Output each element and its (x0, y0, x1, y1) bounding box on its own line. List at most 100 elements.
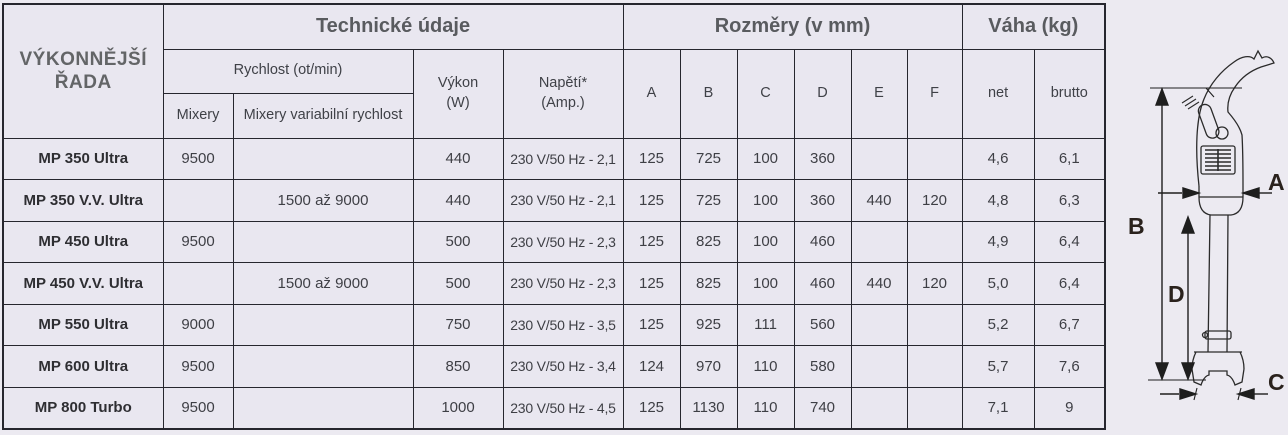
col-voltage-line2: (Amp.) (541, 94, 585, 111)
dimension-c-arrow (1160, 387, 1268, 401)
cell-weight-brutto: 6,1 (1033, 137, 1106, 180)
col-dim-c: C (736, 48, 795, 139)
col-voltage: Napětí* (Amp.) (502, 48, 624, 139)
cell-voltage: 230 V/50 Hz - 2,3 (502, 262, 624, 305)
cell-dim-e: 440 (850, 262, 908, 305)
cell-dim-e (850, 345, 908, 388)
cell-variable-speed: 1500 až 9000 (232, 262, 414, 305)
cell-power: 850 (412, 345, 504, 388)
cell-variable-speed (232, 303, 414, 346)
col-dim-d: D (793, 48, 852, 139)
col-dim-b: B (679, 48, 738, 139)
cell-dim-f: 120 (906, 179, 963, 222)
cell-power: 1000 (412, 386, 504, 429)
col-voltage-line1: Napětí* (538, 74, 588, 91)
product-diagram: B D A C (1128, 49, 1285, 401)
header-group-row: VÝKONNĚJŠÍ ŘADA Technické údaje Rozměry … (2, 3, 1106, 139)
cell-mixery: 9500 (162, 345, 234, 388)
cell-dim-b: 925 (679, 303, 738, 346)
cell-power: 500 (412, 220, 504, 263)
cell-dim-b: 825 (679, 262, 738, 305)
cell-dim-d: 360 (793, 137, 852, 180)
blender-illustration (1181, 49, 1275, 386)
table-row: MP 600 Ultra 9500 850 230 V/50 Hz - 3,4 … (2, 345, 1106, 388)
dimension-b-arrow (1154, 87, 1170, 381)
dimension-lines (1148, 87, 1272, 401)
cell-dim-a: 125 (622, 220, 681, 263)
cell-model: MP 550 Ultra (2, 303, 164, 346)
cell-dim-d: 360 (793, 179, 852, 222)
cell-mixery (162, 179, 234, 222)
dimension-a-arrow (1158, 187, 1272, 199)
cell-weight-brutto: 7,6 (1033, 345, 1106, 388)
cell-power: 750 (412, 303, 504, 346)
col-power-line2: (W) (446, 94, 470, 111)
cell-dim-a: 125 (622, 137, 681, 180)
cell-power: 440 (412, 179, 504, 222)
cell-dim-f (906, 345, 963, 388)
cell-voltage: 230 V/50 Hz - 4,5 (502, 386, 624, 429)
table-body: MP 350 Ultra 9500 440 230 V/50 Hz - 2,1 … (2, 137, 1106, 429)
table-row: MP 350 V.V. Ultra 1500 až 9000 440 230 V… (2, 179, 1106, 222)
cell-power: 500 (412, 262, 504, 305)
group-technical-data: Technické údaje (162, 3, 624, 50)
cell-dim-c: 100 (736, 220, 795, 263)
cell-dim-a: 125 (622, 386, 681, 429)
cell-model: MP 450 Ultra (2, 220, 164, 263)
cell-dim-c: 100 (736, 262, 795, 305)
cell-variable-speed: 1500 až 9000 (232, 179, 414, 222)
table-header: VÝKONNĚJŠÍ ŘADA Technické údaje Rozměry … (2, 3, 1106, 139)
col-dim-f: F (906, 48, 963, 139)
cell-dim-d: 460 (793, 262, 852, 305)
cell-variable-speed (232, 386, 414, 429)
cell-weight-brutto: 6,7 (1033, 303, 1106, 346)
cell-dim-b: 1130 (679, 386, 738, 429)
col-power: Výkon (W) (412, 48, 504, 139)
table-row: MP 450 Ultra 9500 500 230 V/50 Hz - 2,3 … (2, 220, 1106, 263)
cell-voltage: 230 V/50 Hz - 3,4 (502, 345, 624, 388)
series-title-line2: ŘADA (54, 72, 112, 94)
cell-dim-c: 111 (736, 303, 795, 346)
cell-dim-f (906, 386, 963, 429)
cell-mixery: 9500 (162, 137, 234, 180)
cell-dim-e (850, 220, 908, 263)
col-power-line1: Výkon (437, 74, 479, 91)
cell-dim-a: 124 (622, 345, 681, 388)
cell-voltage: 230 V/50 Hz - 3,5 (502, 303, 624, 346)
cell-dim-b: 970 (679, 345, 738, 388)
series-title: VÝKONNĚJŠÍ ŘADA (2, 3, 164, 139)
dimension-label-c: C (1268, 369, 1285, 395)
spec-table: VÝKONNĚJŠÍ ŘADA Technické údaje Rozměry … (2, 3, 1107, 430)
dimension-label-d: D (1168, 281, 1185, 307)
cell-dim-b: 825 (679, 220, 738, 263)
cell-variable-speed (232, 220, 414, 263)
dimension-d-arrow (1180, 215, 1196, 381)
cell-dim-c: 110 (736, 345, 795, 388)
cell-dim-b: 725 (679, 179, 738, 222)
cell-weight-brutto: 6,3 (1033, 179, 1106, 222)
table-row: MP 800 Turbo 9500 1000 230 V/50 Hz - 4,5… (2, 386, 1106, 429)
cell-dim-b: 725 (679, 137, 738, 180)
cell-dim-c: 110 (736, 386, 795, 429)
cell-dim-d: 580 (793, 345, 852, 388)
col-mixers: Mixery (162, 92, 234, 139)
cell-mixery: 9000 (162, 303, 234, 346)
header-sub-row-2: Mixery Mixery variabilní rychlost (3, 92, 1105, 139)
cell-dim-c: 100 (736, 137, 795, 180)
header-sub-row-1: Rychlost (ot/min) Výkon (W) Napětí* (Amp… (3, 48, 1106, 139)
table-row: MP 550 Ultra 9000 750 230 V/50 Hz - 3,5 … (2, 303, 1106, 346)
cell-weight-net: 5,2 (961, 303, 1035, 346)
cell-power: 440 (412, 137, 504, 180)
col-dim-e: E (850, 48, 908, 139)
cell-model: MP 350 V.V. Ultra (2, 179, 164, 222)
col-weight-net: net (961, 48, 1035, 139)
cell-dim-a: 125 (622, 303, 681, 346)
group-weight: Váha (kg) (961, 3, 1106, 50)
cell-model: MP 800 Turbo (2, 386, 164, 429)
cell-dim-d: 740 (793, 386, 852, 429)
dimension-label-a: A (1268, 169, 1285, 195)
cell-weight-brutto: 6,4 (1033, 262, 1106, 305)
cell-weight-net: 5,0 (961, 262, 1035, 305)
cell-mixery (162, 262, 234, 305)
